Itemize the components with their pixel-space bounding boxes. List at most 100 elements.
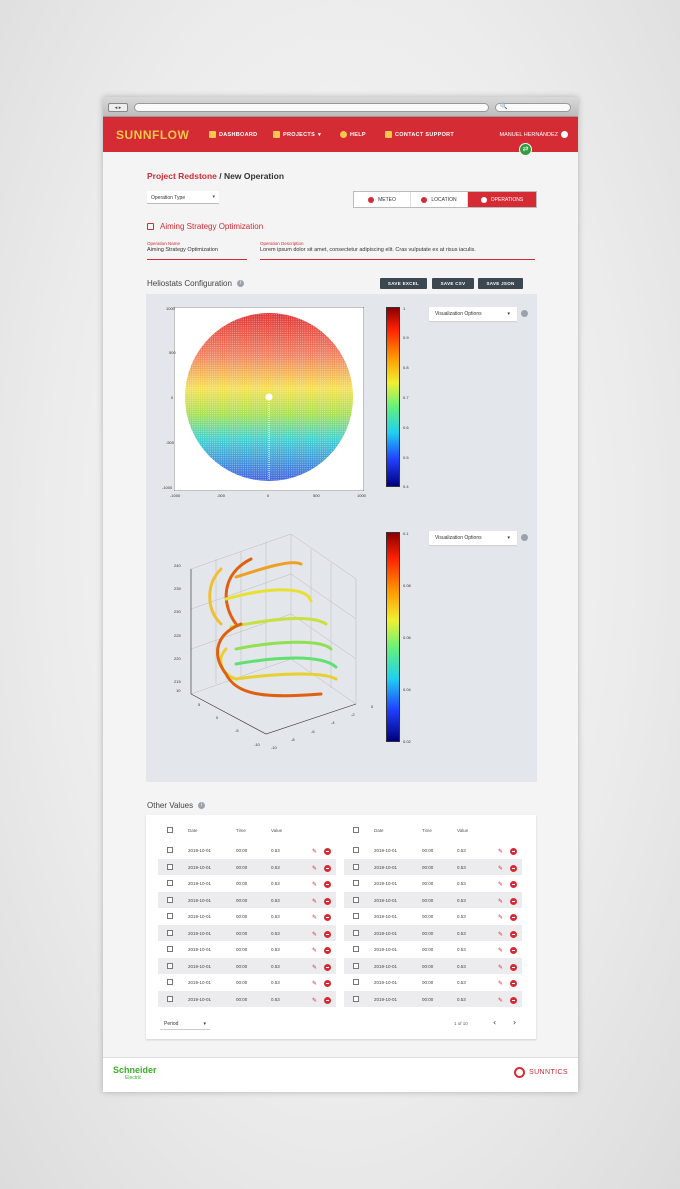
row-checkbox[interactable] [353,929,359,936]
delete-icon[interactable] [324,897,331,905]
delete-icon[interactable] [510,996,517,1004]
table-row[interactable]: 2019-10-01 00:00 0.53 ✎ [158,858,336,875]
browser-search[interactable]: 🔍 [495,103,571,112]
table-row[interactable]: 2019-10-01 00:00 0.53 ✎ [158,875,336,891]
edit-pencil-icon[interactable]: ✎ [312,848,318,855]
delete-icon[interactable] [324,848,331,855]
table-row[interactable]: 2019-10-01 00:00 0.53 ✎ [344,891,522,908]
prev-page-button[interactable]: ‹ [493,1018,497,1027]
row-checkbox[interactable] [167,946,173,952]
operation-type-select[interactable]: Operation Type ▾ [147,191,219,204]
user-menu[interactable]: MANUEL HERNÁNDEZ [500,131,568,138]
address-bar[interactable] [134,103,489,112]
delete-icon[interactable] [510,963,517,971]
edit-pencil-icon[interactable]: ✎ [498,914,504,921]
table-row[interactable]: 2019-10-01 00:00 0.53 ✎ [344,924,522,941]
table-row[interactable]: 2019-10-01 00:00 0.53 ✎ [158,990,336,1007]
edit-pencil-icon[interactable]: ✎ [498,963,504,971]
delete-icon[interactable] [510,914,517,921]
row-checkbox[interactable] [167,896,173,903]
table-row[interactable]: 2019-10-01 00:00 0.53 ✎ [344,858,522,875]
app-logo[interactable]: SUNNFLOW [116,128,190,142]
edit-pencil-icon[interactable]: ✎ [498,996,504,1004]
edit-pencil-icon[interactable]: ✎ [498,881,504,888]
table-row[interactable]: 2019-10-01 00:00 0.53 ✎ [158,842,336,858]
visualization-options-select-1[interactable]: Visualization Options ▾ [429,307,517,321]
delete-icon[interactable] [510,848,517,855]
edit-pencil-icon[interactable]: ✎ [498,930,504,938]
table-row[interactable]: 2019-10-01 00:00 0.53 ✎ [344,908,522,924]
edit-pencil-icon[interactable]: ✎ [312,930,318,938]
edit-pencil-icon[interactable]: ✎ [498,897,504,905]
delete-icon[interactable] [324,980,331,987]
tab-meteo[interactable]: METEO [354,192,411,207]
period-select[interactable]: Period ▾ [160,1018,210,1030]
select-all-checkbox[interactable] [167,827,173,833]
row-checkbox[interactable] [353,863,359,870]
menu-contact[interactable]: CONTACT SUPPORT [385,131,454,138]
select-all-checkbox[interactable] [353,827,359,833]
schneider-logo[interactable]: Schneider Electric [113,1066,157,1082]
table-row[interactable]: 2019-10-01 00:00 0.53 ✎ [158,974,336,990]
info-icon[interactable] [521,534,528,541]
edit-pencil-icon[interactable]: ✎ [312,914,318,921]
operation-name-field[interactable]: Operation Name Aiming Strategy Optimizat… [147,241,247,260]
delete-icon[interactable] [324,864,331,872]
save-csv-button[interactable]: SAVE CSV [432,278,474,289]
save-json-button[interactable]: SAVE JSON [478,278,523,289]
table-row[interactable]: 2019-10-01 00:00 0.53 ✎ [344,941,522,957]
edit-pencil-icon[interactable]: ✎ [498,864,504,872]
info-icon[interactable]: i [198,802,206,809]
heliostat-field-chart[interactable] [174,307,364,491]
operation-description-field[interactable]: Operation Description Lorem ipsum dolor … [260,241,535,260]
delete-icon[interactable] [510,897,517,905]
table-row[interactable]: 2019-10-01 00:00 0.53 ✎ [158,891,336,908]
edit-pencil-icon[interactable]: ✎ [312,864,318,872]
delete-icon[interactable] [324,881,331,888]
tab-operations[interactable]: OPERATIONS [468,192,536,207]
edit-pencil-icon[interactable]: ✎ [312,897,318,905]
menu-help[interactable]: HELP [340,131,366,138]
delete-icon[interactable] [510,930,517,938]
row-checkbox[interactable] [167,880,173,886]
menu-dashboard[interactable]: DASHBOARD [209,131,257,138]
delete-icon[interactable] [324,914,331,921]
delete-icon[interactable] [324,947,331,954]
row-checkbox[interactable] [353,946,359,952]
save-excel-button[interactable]: SAVE EXCEL [380,278,427,289]
table-row[interactable]: 2019-10-01 00:00 0.53 ✎ [344,842,522,858]
edit-pencil-icon[interactable]: ✎ [498,947,504,954]
row-checkbox[interactable] [353,847,359,853]
row-checkbox[interactable] [167,962,173,969]
table-row[interactable]: 2019-10-01 00:00 0.53 ✎ [158,924,336,941]
row-checkbox[interactable] [353,962,359,969]
edit-pencil-icon[interactable]: ✎ [312,996,318,1004]
delete-icon[interactable] [324,963,331,971]
sync-badge-icon[interactable]: ⇄ [519,143,532,156]
info-icon[interactable]: i [236,280,244,287]
aiming-3d-chart[interactable] [181,529,381,754]
row-checkbox[interactable] [353,880,359,886]
browser-nav-buttons[interactable]: ◂ ▸ [108,103,128,112]
edit-pencil-icon[interactable]: ✎ [498,848,504,855]
tab-location[interactable]: LOCATION [411,192,468,207]
info-icon[interactable] [521,310,528,317]
row-checkbox[interactable] [167,995,173,1002]
delete-icon[interactable] [510,881,517,888]
table-row[interactable]: 2019-10-01 00:00 0.53 ✎ [158,957,336,974]
row-checkbox[interactable] [353,995,359,1002]
row-checkbox[interactable] [353,896,359,903]
row-checkbox[interactable] [167,863,173,870]
visualization-options-select-2[interactable]: Visualization Options ▾ [429,531,517,545]
breadcrumb-project[interactable]: Project Redstone [147,171,217,181]
row-checkbox[interactable] [167,929,173,936]
menu-projects[interactable]: PROJECTS ▾ [273,131,321,138]
edit-pencil-icon[interactable]: ✎ [312,963,318,971]
row-checkbox[interactable] [167,847,173,853]
table-row[interactable]: 2019-10-01 00:00 0.53 ✎ [344,875,522,891]
table-row[interactable]: 2019-10-01 00:00 0.53 ✎ [344,990,522,1007]
edit-pencil-icon[interactable]: ✎ [498,980,504,987]
row-checkbox[interactable] [353,979,359,985]
edit-pencil-icon[interactable]: ✎ [312,881,318,888]
delete-icon[interactable] [510,980,517,987]
